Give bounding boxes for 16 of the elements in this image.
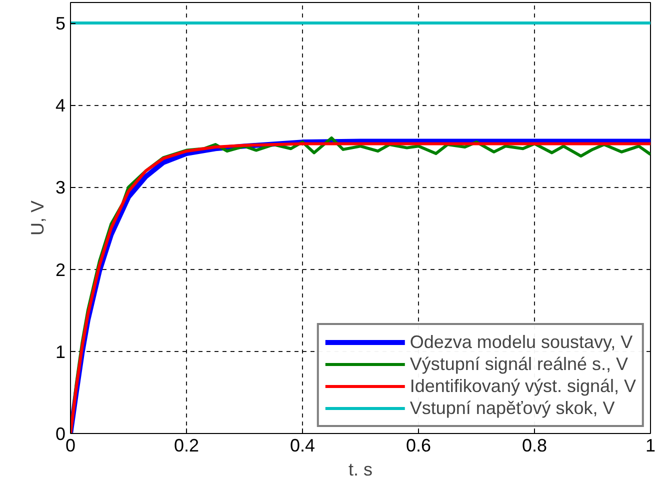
- legend-label: Vstupní napěťový skok, V: [410, 397, 615, 419]
- y-axis-title: U, V: [27, 200, 48, 236]
- legend-label: Výstupní signál reálné s., V: [410, 353, 628, 375]
- y-tick-label: 4: [55, 96, 66, 116]
- legend-label: Identifikovaný výst. signál, V: [410, 375, 636, 397]
- y-tick-label: 2: [55, 260, 66, 280]
- y-tick-label: 1: [55, 342, 66, 362]
- x-axis-title: t. s: [348, 460, 373, 480]
- legend-label: Odezva modelu soustavy, V: [410, 331, 633, 353]
- x-tick-label: 0.8: [522, 436, 548, 456]
- x-tick-label: 1: [645, 436, 656, 456]
- y-tick-label: 5: [55, 14, 66, 34]
- x-tick-label: 0.2: [174, 436, 200, 456]
- x-tick-label: 0.4: [290, 436, 316, 456]
- x-tick-label: 0.6: [406, 436, 432, 456]
- y-tick-label: 3: [55, 178, 66, 198]
